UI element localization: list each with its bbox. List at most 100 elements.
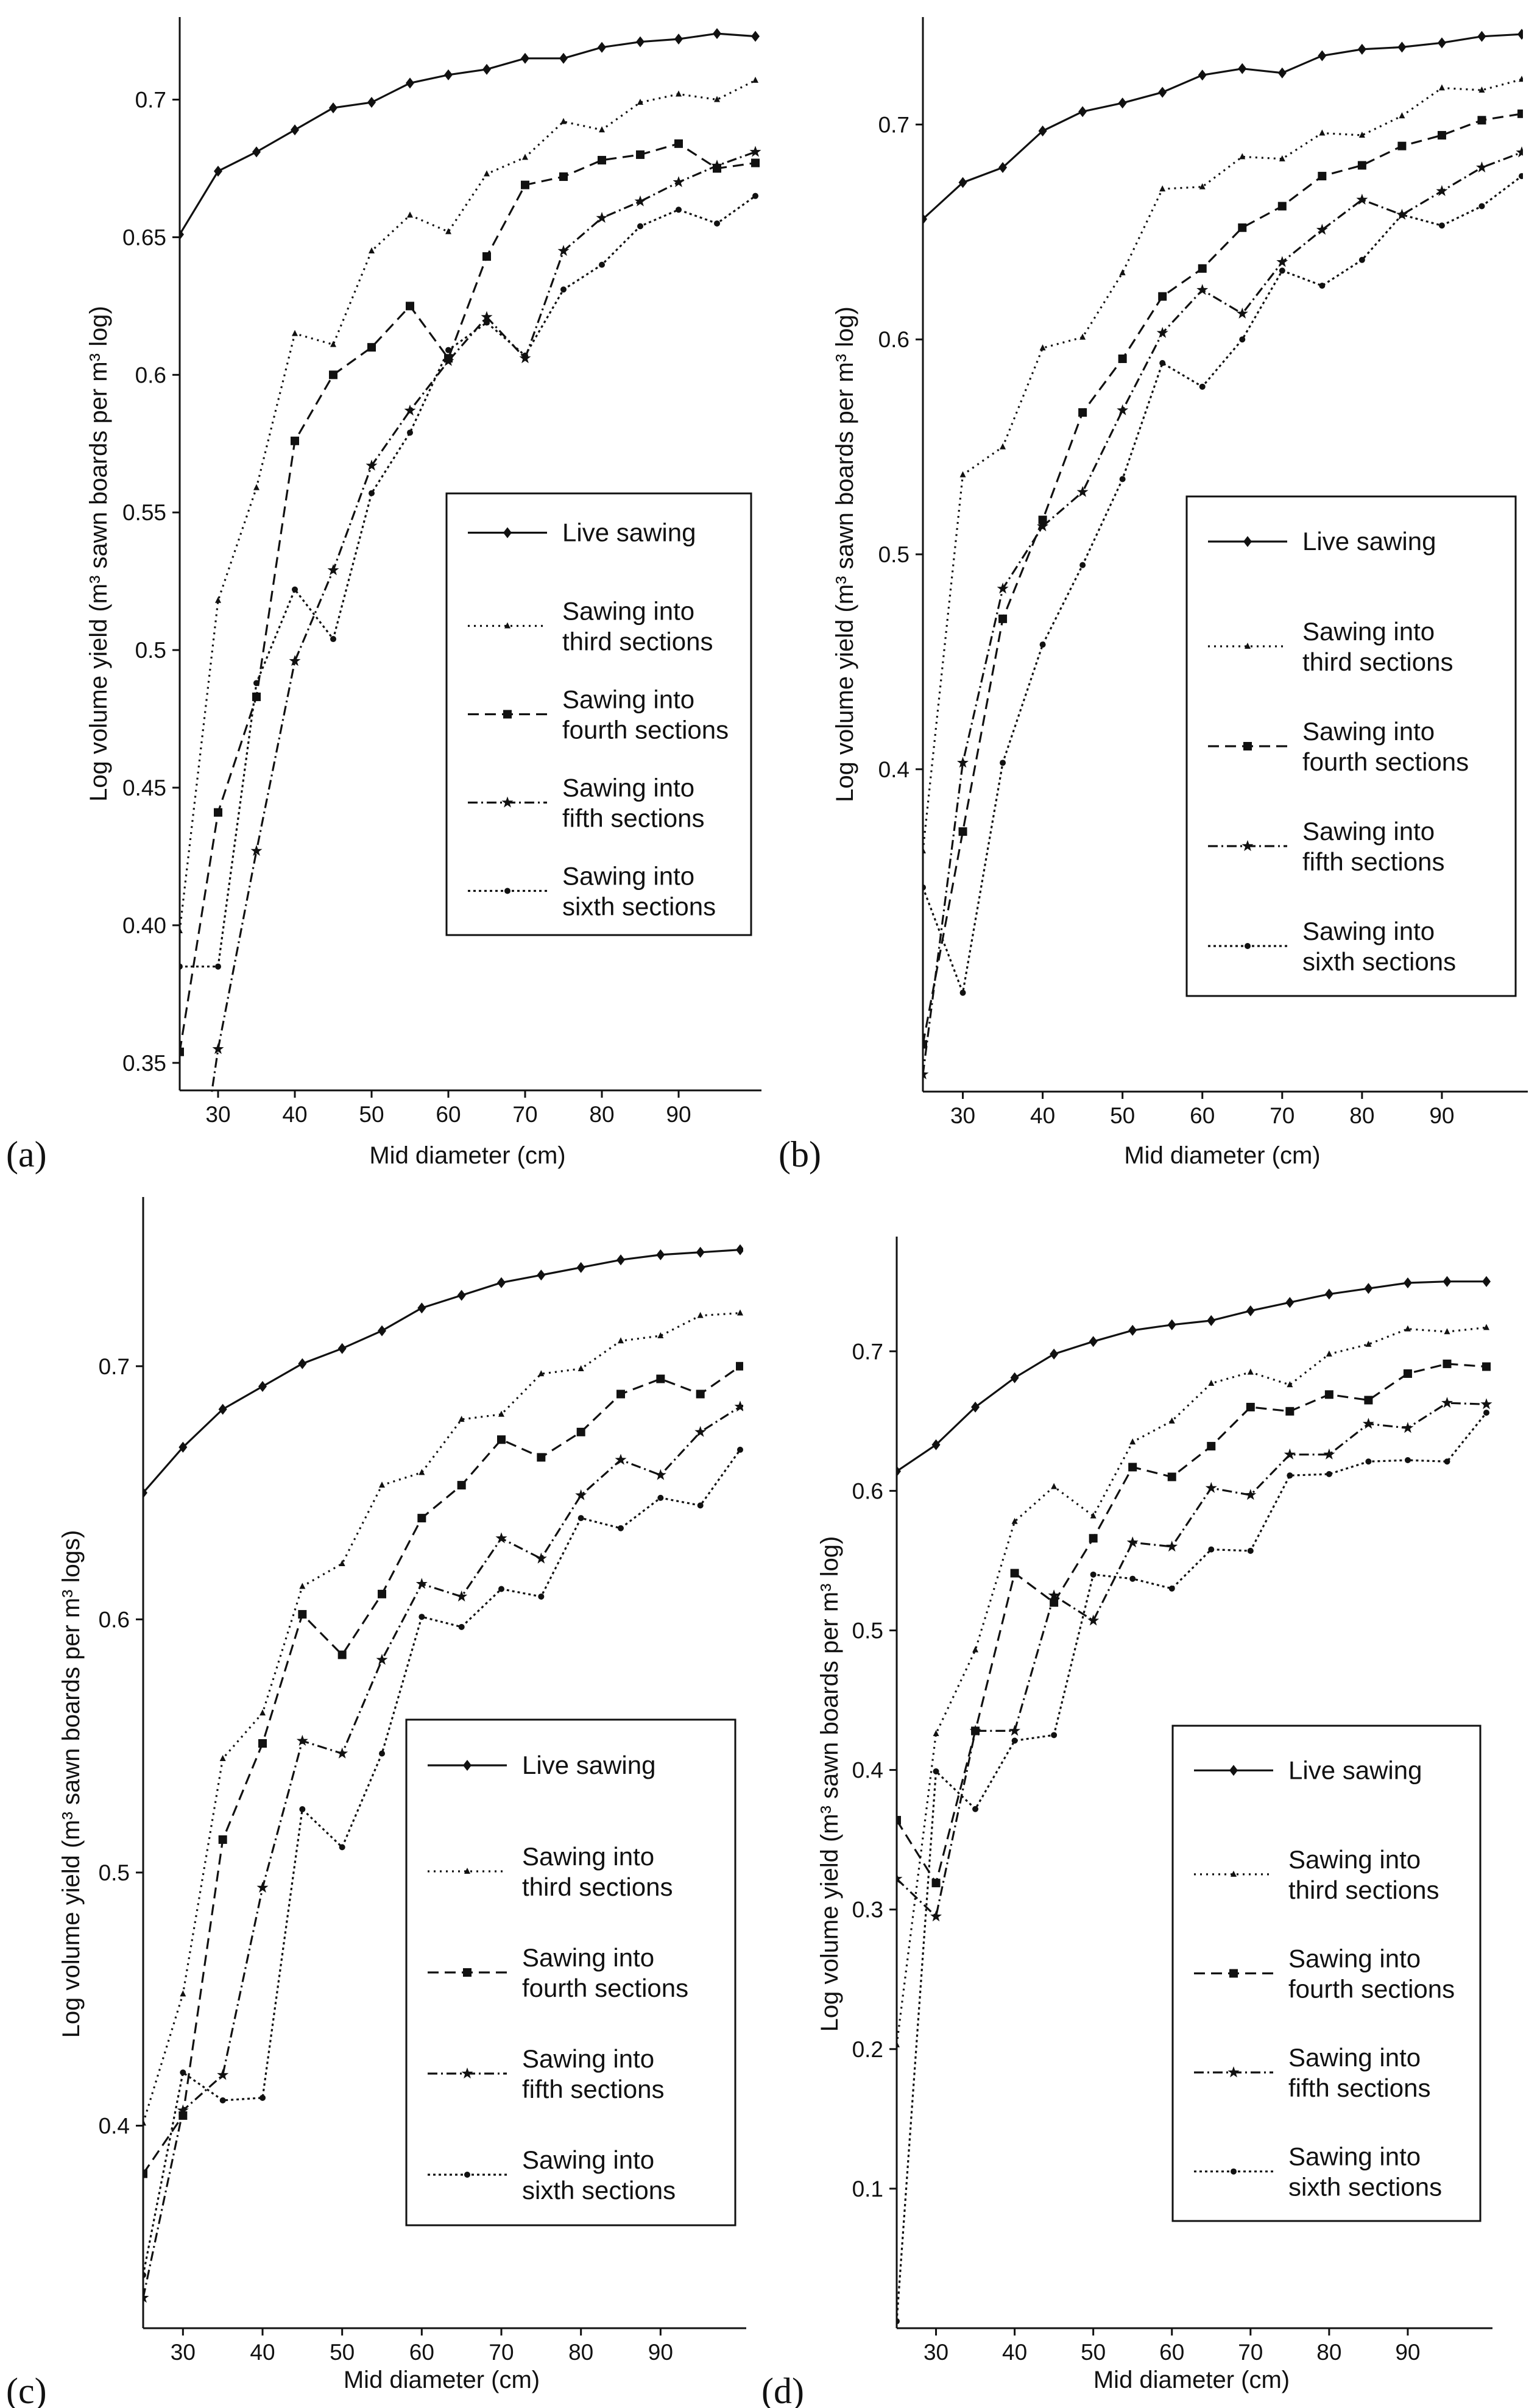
legend-swatch-marker bbox=[503, 527, 512, 538]
series-line-5 bbox=[923, 175, 1522, 997]
data-point-marker bbox=[256, 1881, 269, 1893]
data-point-marker bbox=[497, 1435, 506, 1444]
legend-swatch-marker bbox=[1229, 1765, 1238, 1776]
data-point-marker bbox=[291, 124, 299, 136]
data-point-marker bbox=[1118, 97, 1127, 109]
legend-entry-label: fourth sections bbox=[1288, 1975, 1455, 2004]
y-tick-label: 0.3 bbox=[852, 1898, 883, 1923]
data-point-marker bbox=[444, 69, 453, 80]
data-point-marker bbox=[1403, 1369, 1412, 1378]
data-point-marker bbox=[498, 1586, 504, 1592]
data-point-marker bbox=[598, 155, 606, 164]
data-point-marker bbox=[1318, 172, 1327, 181]
data-point-marker bbox=[442, 355, 454, 366]
data-point-marker bbox=[1079, 333, 1086, 340]
series-line-5 bbox=[143, 1449, 741, 2276]
data-point-marker bbox=[737, 1309, 743, 1316]
panel-label: (d) bbox=[761, 2371, 804, 2408]
y-tick-label: 0.55 bbox=[122, 500, 166, 525]
x-tick-label: 90 bbox=[1429, 1103, 1454, 1128]
data-point-marker bbox=[636, 36, 645, 48]
x-tick-label: 30 bbox=[924, 2340, 948, 2365]
panel-label: (a) bbox=[6, 1134, 47, 1174]
x-tick-label: 90 bbox=[648, 2340, 673, 2365]
data-point-marker bbox=[1438, 222, 1445, 229]
data-point-marker bbox=[1324, 1288, 1333, 1300]
data-point-marker bbox=[1316, 224, 1328, 235]
data-point-marker bbox=[212, 1043, 224, 1054]
data-point-marker bbox=[1167, 1472, 1176, 1481]
data-point-marker bbox=[598, 41, 606, 53]
data-point-marker bbox=[1404, 1456, 1411, 1463]
data-point-marker bbox=[143, 2119, 146, 2126]
data-point-marker bbox=[1000, 760, 1006, 766]
legend-swatch-marker bbox=[1243, 536, 1252, 547]
data-point-marker bbox=[1010, 1569, 1019, 1578]
legend-swatch-marker bbox=[1227, 2066, 1240, 2078]
data-point-marker bbox=[253, 680, 260, 687]
data-point-marker bbox=[616, 1389, 625, 1399]
data-point-marker bbox=[1129, 1575, 1136, 1582]
data-point-marker bbox=[367, 343, 376, 352]
legend-swatch-marker bbox=[463, 1760, 472, 1771]
data-point-marker bbox=[1198, 264, 1207, 273]
data-point-marker bbox=[1128, 1324, 1137, 1336]
data-point-marker bbox=[1483, 1410, 1489, 1416]
x-tick-label: 50 bbox=[1081, 2340, 1106, 2365]
data-point-marker bbox=[559, 52, 568, 64]
data-point-marker bbox=[930, 1910, 942, 1922]
data-point-marker bbox=[292, 586, 298, 593]
data-point-marker bbox=[337, 1650, 347, 1659]
data-point-marker bbox=[897, 2318, 900, 2325]
y-tick-label: 0.6 bbox=[135, 362, 166, 387]
data-point-marker bbox=[178, 1441, 188, 1453]
data-point-marker bbox=[1444, 1458, 1450, 1465]
data-point-marker bbox=[252, 146, 261, 158]
data-point-marker bbox=[1482, 1362, 1491, 1371]
data-point-marker bbox=[1358, 256, 1365, 263]
x-axis-label: Mid diameter (cm) bbox=[1124, 1142, 1320, 1169]
data-point-marker bbox=[1011, 1737, 1018, 1744]
legend-swatch-marker bbox=[464, 2172, 470, 2178]
y-axis-label: Log volume yield (m³ sawn boards per m³ … bbox=[832, 306, 858, 802]
data-point-marker bbox=[697, 1502, 704, 1509]
data-point-marker bbox=[379, 1481, 385, 1488]
data-point-marker bbox=[1051, 1732, 1058, 1739]
legend-entry-label: fourth sections bbox=[522, 1974, 688, 2002]
data-point-marker bbox=[1159, 360, 1166, 367]
legend-swatch-marker bbox=[1231, 1870, 1237, 1877]
data-point-marker bbox=[445, 347, 451, 353]
data-point-marker bbox=[1399, 211, 1405, 218]
data-point-marker bbox=[258, 1381, 267, 1393]
data-point-marker bbox=[330, 341, 336, 347]
x-axis-label: Mid diameter (cm) bbox=[369, 1142, 565, 1169]
data-point-marker bbox=[1323, 1448, 1335, 1460]
legend-entry-label: Sawing into bbox=[562, 685, 694, 714]
data-point-marker bbox=[1403, 1277, 1412, 1289]
data-point-marker bbox=[417, 1302, 426, 1314]
data-point-marker bbox=[1208, 1546, 1215, 1553]
legend-entry-label: Sawing into bbox=[562, 774, 694, 802]
x-tick-label: 40 bbox=[1002, 2340, 1027, 2365]
y-tick-label: 0.2 bbox=[852, 2037, 883, 2062]
data-point-marker bbox=[177, 2104, 189, 2116]
data-point-marker bbox=[959, 989, 966, 996]
data-point-marker bbox=[1196, 284, 1209, 295]
data-point-marker bbox=[1089, 1336, 1098, 1347]
data-point-marker bbox=[291, 436, 299, 445]
data-point-marker bbox=[674, 34, 683, 45]
series-group bbox=[897, 1276, 1492, 2325]
data-point-marker bbox=[1247, 1547, 1254, 1554]
data-point-marker bbox=[1238, 63, 1247, 74]
data-point-marker bbox=[1158, 292, 1167, 301]
data-point-marker bbox=[923, 213, 927, 225]
x-tick-label: 50 bbox=[359, 1102, 384, 1127]
data-point-marker bbox=[1167, 1319, 1176, 1330]
data-point-marker bbox=[298, 1358, 307, 1369]
y-tick-label: 0.1 bbox=[852, 2177, 883, 2201]
data-point-marker bbox=[1519, 76, 1523, 82]
data-point-marker bbox=[1357, 43, 1366, 55]
data-point-marker bbox=[180, 963, 183, 970]
legend-entry-label: Live sawing bbox=[562, 518, 696, 547]
data-point-marker bbox=[676, 90, 682, 97]
